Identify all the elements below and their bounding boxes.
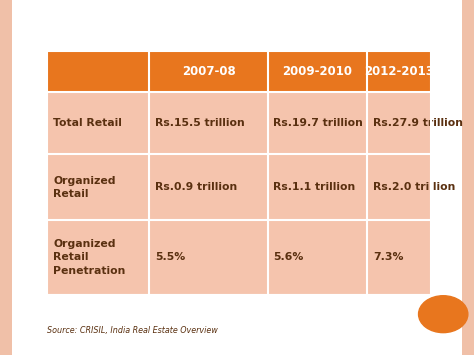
- Text: Total Retail: Total Retail: [53, 118, 122, 129]
- Bar: [47, 51, 431, 92]
- Text: 2012-2013: 2012-2013: [365, 65, 434, 78]
- Text: Source: CRISIL, India Real Estate Overview: Source: CRISIL, India Real Estate Overvi…: [47, 327, 218, 335]
- Text: 5.6%: 5.6%: [273, 252, 304, 262]
- Text: Rs.19.7 trillion: Rs.19.7 trillion: [273, 118, 364, 129]
- Bar: [0, 0, 12, 355]
- Circle shape: [419, 296, 468, 333]
- Bar: [462, 0, 474, 355]
- Bar: [47, 154, 431, 220]
- Bar: [47, 220, 431, 295]
- Text: 5.5%: 5.5%: [155, 252, 185, 262]
- Text: 2007-08: 2007-08: [182, 65, 236, 78]
- Text: Organized
Retail
Penetration: Organized Retail Penetration: [53, 239, 126, 275]
- Text: Rs.2.0 trillion: Rs.2.0 trillion: [373, 182, 456, 192]
- Text: Rs.15.5 trillion: Rs.15.5 trillion: [155, 118, 245, 129]
- Text: 7.3%: 7.3%: [373, 252, 403, 262]
- Text: Rs.27.9 trillion: Rs.27.9 trillion: [373, 118, 463, 129]
- Text: Organized
Retail: Organized Retail: [53, 176, 116, 199]
- Bar: [47, 92, 431, 154]
- Text: Rs.1.1 trillion: Rs.1.1 trillion: [273, 182, 356, 192]
- Bar: [47, 51, 431, 295]
- Text: 2009-2010: 2009-2010: [283, 65, 353, 78]
- Text: Rs.0.9 trillion: Rs.0.9 trillion: [155, 182, 237, 192]
